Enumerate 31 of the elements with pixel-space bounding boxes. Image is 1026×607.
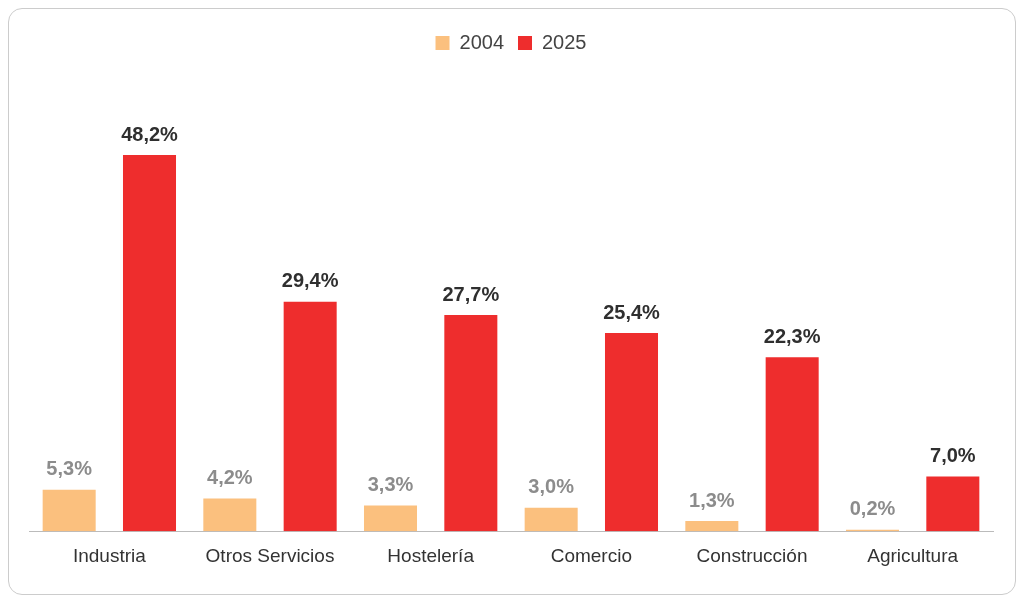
data-label: 5,3%: [46, 457, 93, 480]
x-tick-label: Construcción: [696, 544, 808, 566]
data-label: 48,2%: [121, 122, 179, 145]
x-tick-label: Hostelería: [387, 544, 475, 566]
x-tick-label: Otros Servicios: [205, 544, 335, 566]
data-label: 7,0%: [930, 444, 976, 467]
data-label: 3,3%: [367, 472, 414, 495]
legend-label: 2004: [459, 30, 505, 53]
bar: [685, 521, 739, 532]
data-label: 22,3%: [763, 324, 821, 347]
bar: [926, 476, 980, 532]
bar: [203, 498, 257, 532]
data-label: 4,2%: [207, 465, 253, 488]
bar: [42, 489, 96, 532]
x-tick-label: Industria: [72, 544, 147, 566]
x-tick-label: Comercio: [550, 544, 632, 566]
data-label: 29,4%: [281, 269, 339, 292]
bar: [765, 357, 819, 532]
bar: [524, 507, 578, 532]
data-label: 0,2%: [849, 497, 896, 520]
data-label: 27,7%: [442, 282, 500, 305]
data-label: 1,3%: [689, 488, 735, 511]
legend-label: 2025: [542, 30, 587, 53]
bar: [363, 505, 418, 532]
bar: [604, 333, 659, 532]
bar: [444, 315, 498, 532]
x-tick-label: Agricultura: [867, 544, 959, 566]
bar: [122, 155, 177, 532]
data-label: 3,0%: [528, 475, 575, 498]
bar: [283, 301, 337, 532]
data-label: 25,4%: [603, 300, 661, 323]
